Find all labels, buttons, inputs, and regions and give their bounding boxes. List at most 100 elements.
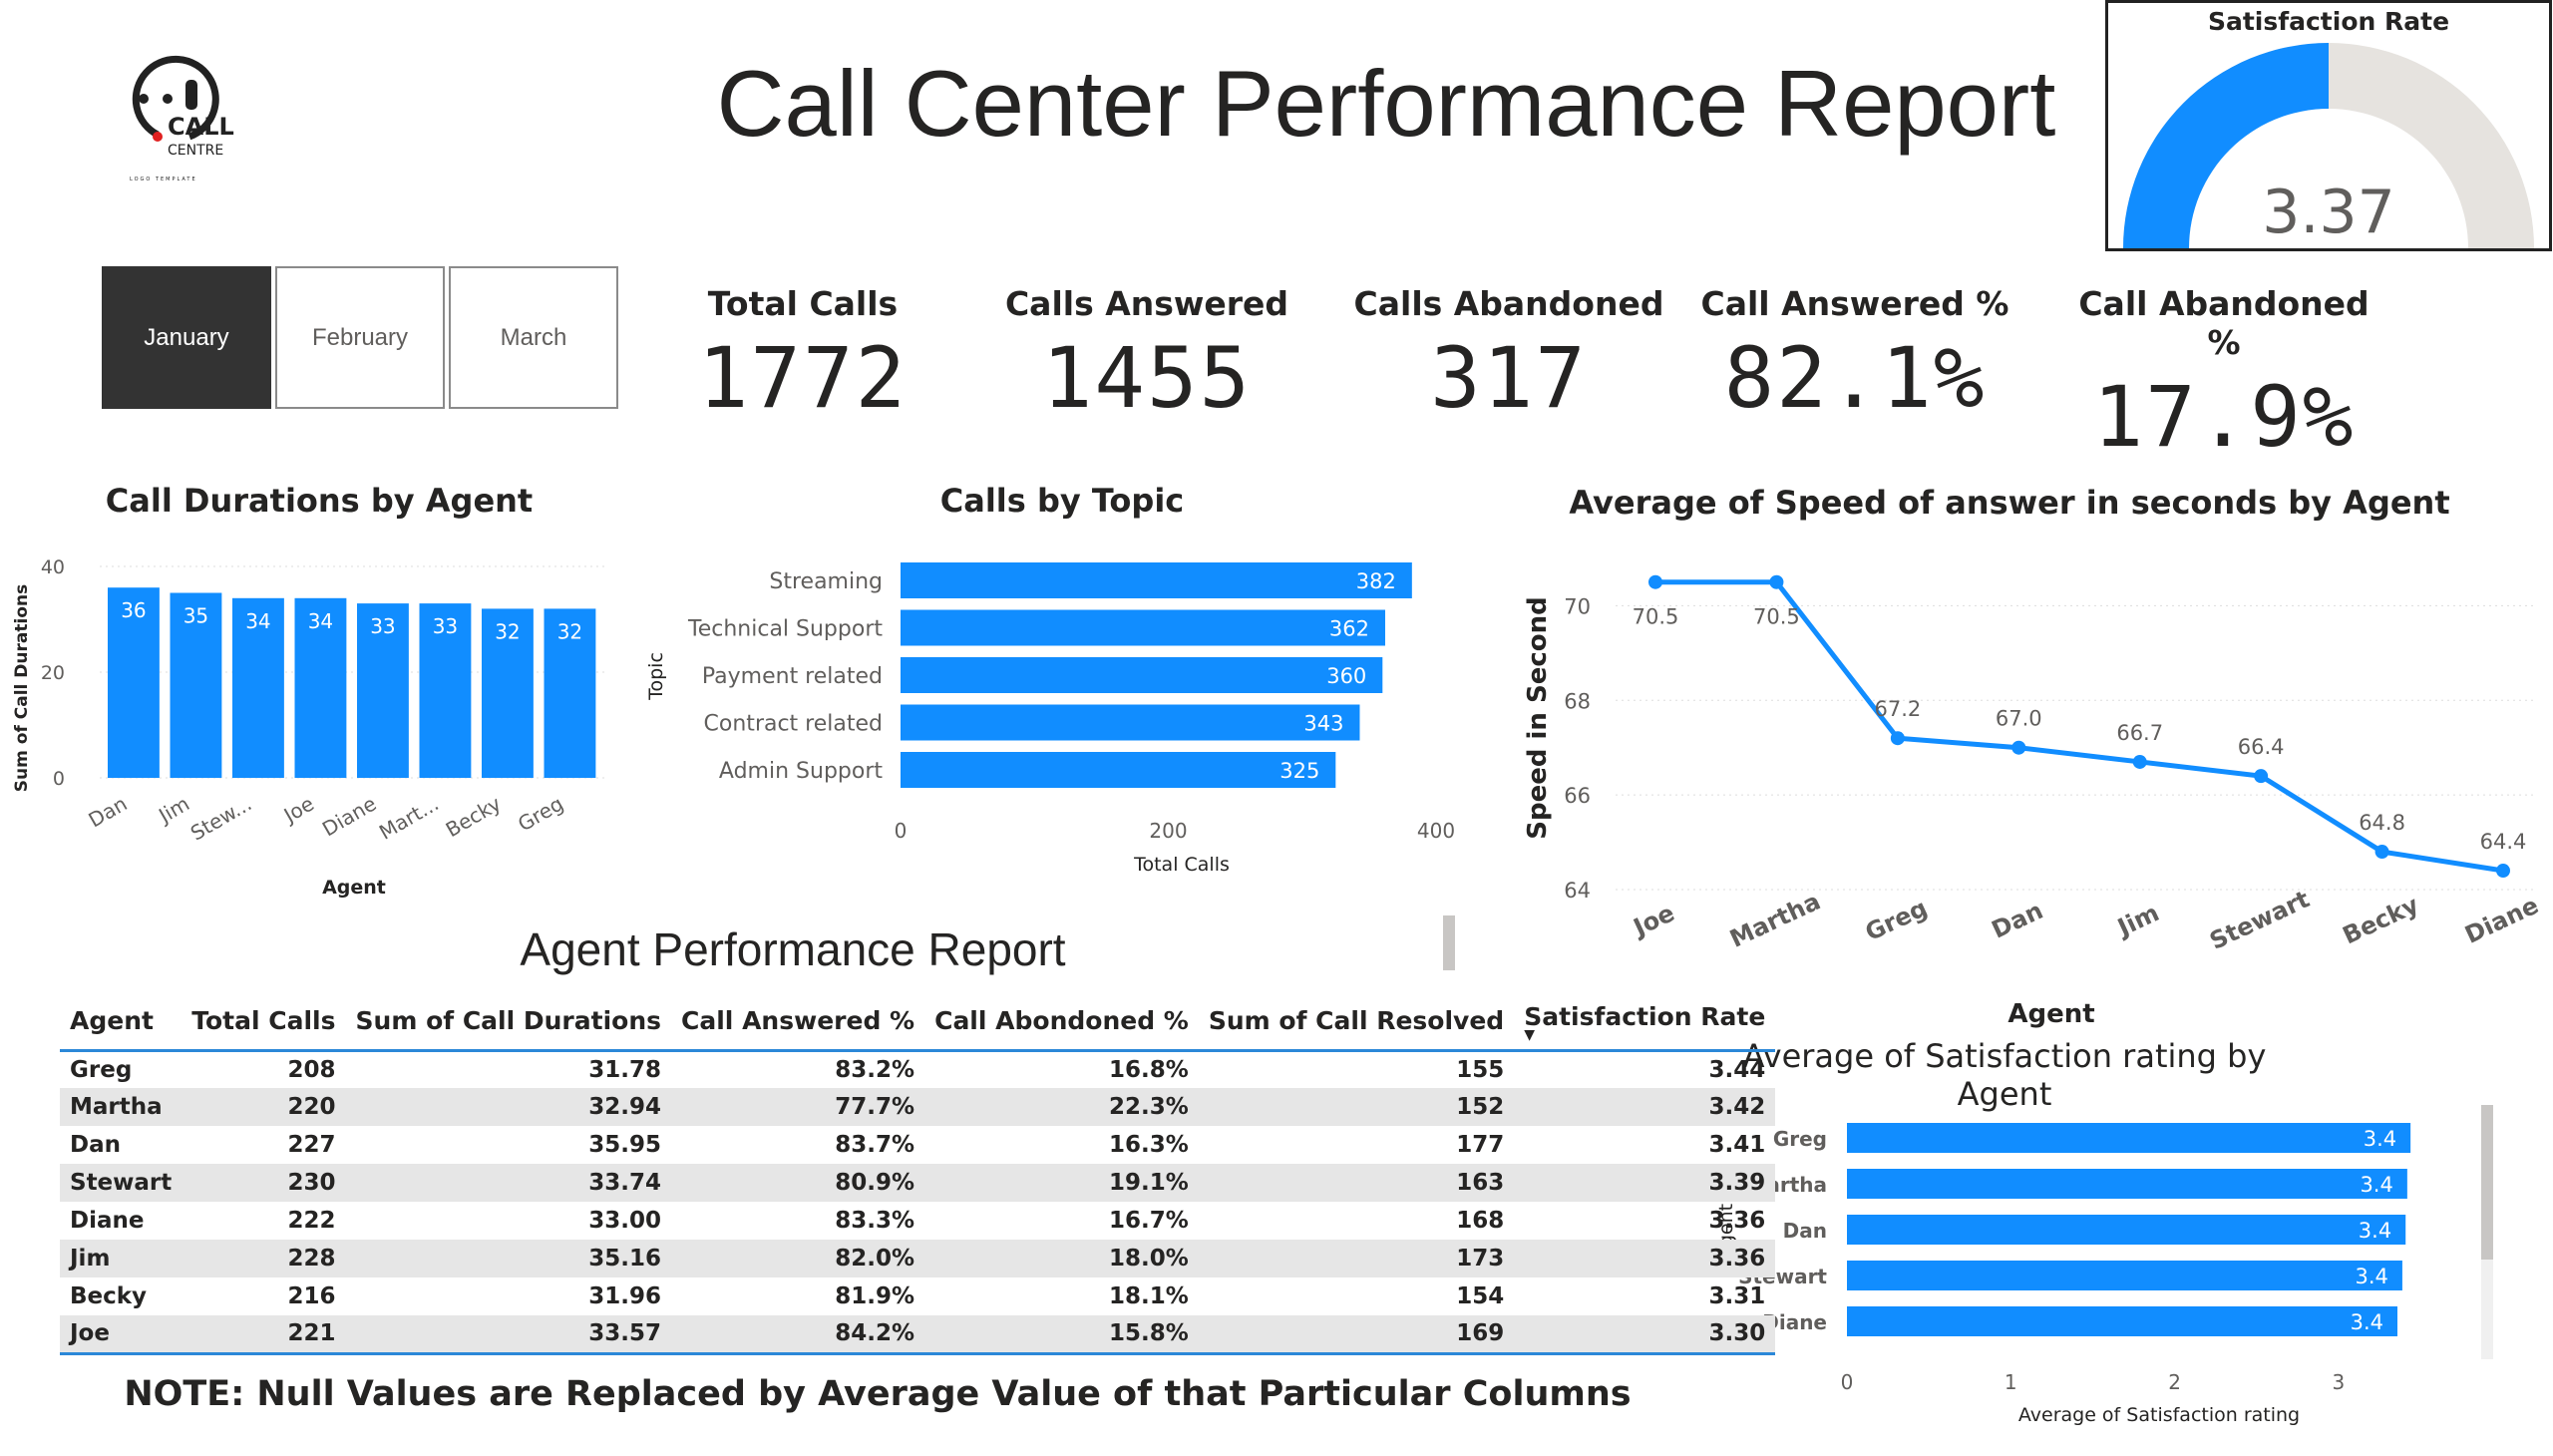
data-label: 33 [370, 614, 395, 638]
table-cell: 3.42 [1708, 1094, 1766, 1120]
data-label: 362 [1329, 617, 1369, 641]
x-tick-label: 200 [1149, 819, 1187, 843]
table-cell: 33.00 [588, 1208, 662, 1234]
data-label: 64.8 [2359, 811, 2405, 835]
data-point [2011, 740, 2026, 755]
month-button-january[interactable]: January [102, 266, 271, 409]
x-tick-label: 400 [1417, 819, 1455, 843]
satisfaction-chart-scroll-track[interactable] [2481, 1105, 2493, 1359]
table-cell: 32.94 [588, 1094, 662, 1120]
table-cell: 82.0% [835, 1246, 915, 1272]
satisfaction-gauge-card[interactable]: Satisfaction Rate 3.37 [2105, 0, 2552, 251]
chart-title-satisfaction: Average of Satisfaction rating by Agent [1742, 1037, 2267, 1113]
table-cell: 16.8% [1109, 1056, 1189, 1083]
y-tick-label: 64 [1564, 879, 1591, 903]
table-cell: 220 [287, 1094, 336, 1120]
table-row[interactable]: Joe 221 33.57 84.2% 15.8% 169 3.30 [60, 1315, 1776, 1353]
data-label: 35 [183, 604, 208, 628]
col-header-abandoned-pct[interactable]: Call Abondoned % [924, 992, 1199, 1052]
bar [419, 603, 472, 778]
table-cell: 177 [1456, 1132, 1505, 1158]
table-cell: 33.74 [588, 1170, 662, 1196]
x-tick-label: Diane [318, 792, 380, 842]
table-cell: 84.2% [835, 1320, 915, 1347]
bar [108, 587, 160, 778]
data-label: 32 [495, 619, 520, 643]
kpi-value: 17.9% [2092, 368, 2356, 466]
data-label: 66.7 [2116, 721, 2163, 745]
y-tick-label: 20 [41, 662, 65, 684]
col-header-answered-pct[interactable]: Call Answered % [671, 992, 925, 1052]
kpi-label: Calls Answered [1004, 284, 1289, 323]
col-header-agent[interactable]: Agent [60, 992, 182, 1052]
col-header-satisfaction-rate[interactable]: Satisfaction Rate ▼ [1514, 992, 1776, 1052]
calls-by-topic-chart[interactable]: 382 Streaming 362 Technical Support 360 Payme… [638, 539, 1476, 888]
satisfaction-by-agent-chart[interactable]: 3.4 Greg 3.4 Martha 3.4 Dan 3.4 Stewart 3.4 Diane… [1695, 1092, 2533, 1431]
y-tick-label: 66 [1564, 784, 1591, 808]
table-cell: Joe [70, 1320, 110, 1347]
table-row[interactable]: Dan 227 35.95 83.7% 16.3% 177 3.41 [60, 1126, 1775, 1164]
x-axis-title: Total Calls [1133, 854, 1230, 876]
gauge-value: 3.37 [2262, 178, 2395, 247]
table-cell: 19.1% [1109, 1170, 1189, 1196]
data-label: 343 [1303, 712, 1343, 736]
table-cell: 35.16 [588, 1246, 662, 1272]
table-cell: 31.96 [588, 1283, 662, 1309]
table-cell: 83.2% [835, 1056, 915, 1083]
bar [170, 592, 222, 778]
x-tick-label: 2 [2168, 1370, 2181, 1394]
col-header-call-durations[interactable]: Sum of Call Durations [345, 992, 672, 1052]
month-button-march[interactable]: March [449, 266, 618, 409]
table-cell: 35.95 [588, 1132, 662, 1158]
table-cell: 3.30 [1708, 1320, 1766, 1347]
kpi-value: 317 [1430, 329, 1588, 427]
table-cell: 3.36 [1708, 1208, 1766, 1234]
call-durations-chart[interactable]: 0204036Dan35Jim34Stew...34Joe33Diane33Ma… [0, 539, 638, 908]
table-cell: 221 [287, 1320, 336, 1347]
y-tick-label: Technical Support [687, 617, 883, 642]
data-point [2254, 769, 2269, 784]
col-header-call-resolved[interactable]: Sum of Call Resolved [1198, 992, 1515, 1052]
table-cell: 208 [287, 1056, 336, 1083]
table-cell: 83.7% [835, 1132, 915, 1158]
data-label: 64.4 [2480, 830, 2527, 854]
agent-performance-table: Agent Total Calls Sum of Call Durations … [60, 992, 1776, 1355]
bar [901, 752, 1336, 788]
x-tick-label: Greg [514, 792, 567, 837]
table-row[interactable]: Diane 222 33.00 83.3% 16.7% 168 3.36 [60, 1202, 1775, 1240]
table-cell: 163 [1456, 1170, 1505, 1196]
x-tick-label: Jim [2111, 899, 2163, 942]
y-tick-label: Streaming [769, 569, 883, 594]
data-label: 3.4 [2351, 1310, 2383, 1334]
bar [1847, 1169, 2407, 1199]
table-cell: 18.0% [1109, 1246, 1189, 1272]
table-row[interactable]: Becky 216 31.96 81.9% 18.1% 154 3.31 [60, 1277, 1775, 1315]
speed-of-answer-chart[interactable]: 64 66 68 70 70.5 Joe 70.5 Martha 67.2 Greg 67.0 Dan… [1496, 539, 2553, 1037]
table-cell: 81.9% [835, 1283, 915, 1309]
table-row[interactable]: Greg 208 31.78 83.2% 16.8% 155 3.44 [60, 1050, 1775, 1088]
table-row[interactable]: Martha 220 32.94 77.7% 22.3% 152 3.42 [60, 1088, 1776, 1126]
gauge-title: Satisfaction Rate [2207, 7, 2450, 36]
kpi-value: 1772 [697, 329, 909, 427]
table-cell: 222 [287, 1208, 336, 1234]
x-tick-label: 0 [1841, 1370, 1854, 1394]
y-axis-title: Speed in Second [1523, 596, 1553, 840]
bar [901, 704, 1360, 741]
x-tick-label: Mart... [375, 792, 443, 845]
table-row[interactable]: Jim 228 35.16 82.0% 18.0% 173 3.36 [60, 1240, 1776, 1277]
month-button-february[interactable]: February [275, 266, 445, 409]
table-cell: 15.8% [1109, 1320, 1189, 1347]
table-row[interactable]: Stewart 230 33.74 80.9% 19.1% 163 3.39 [60, 1164, 1776, 1202]
x-tick-label: Dan [84, 792, 131, 833]
y-tick-label: Martha [1746, 1173, 1827, 1197]
data-label: 70.5 [1633, 605, 1679, 629]
chart-title-speed-of-answer: Average of Speed of answer in seconds by… [1569, 484, 2450, 522]
satisfaction-chart-scroll-thumb[interactable] [2481, 1105, 2493, 1260]
col-header-total-calls[interactable]: Total Calls [182, 992, 346, 1052]
agent-report-title: Agent Performance Report [520, 923, 1066, 975]
y-tick-label: Admin Support [719, 759, 883, 784]
bar [901, 609, 1385, 646]
chart-scrollbar[interactable] [1443, 915, 1455, 970]
table-cell: 80.9% [835, 1170, 915, 1196]
data-label: 32 [557, 619, 582, 643]
